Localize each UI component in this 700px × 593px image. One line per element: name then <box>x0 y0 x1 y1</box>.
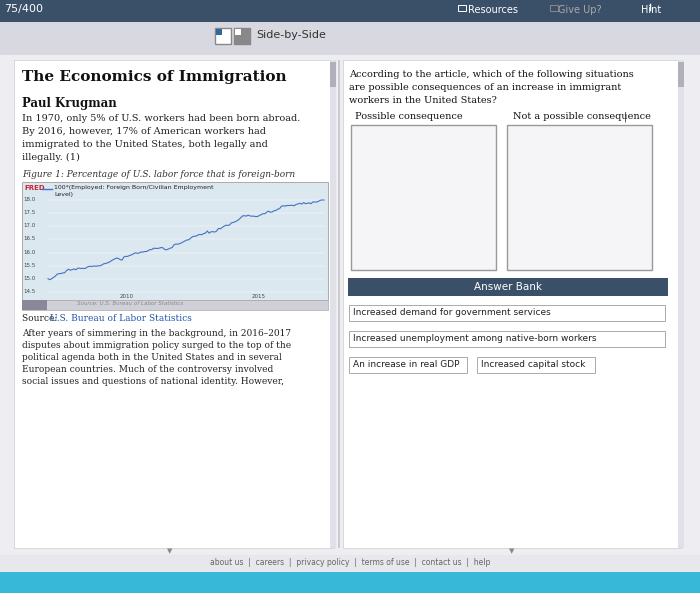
Bar <box>343 60 681 548</box>
Text: 2015: 2015 <box>251 294 265 299</box>
Bar <box>678 62 684 87</box>
Text: After years of simmering in the background, in 2016–2017: After years of simmering in the backgrou… <box>22 329 291 338</box>
Text: Not a possible consequence: Not a possible consequence <box>513 112 651 121</box>
Text: 17.0: 17.0 <box>23 224 35 228</box>
Text: 15.5: 15.5 <box>23 263 35 267</box>
Text: By 2016, however, 17% of American workers had: By 2016, however, 17% of American worker… <box>22 127 266 136</box>
Text: illegally. (1): illegally. (1) <box>22 153 80 162</box>
Bar <box>330 60 336 548</box>
Bar <box>477 357 595 373</box>
Bar <box>216 29 222 35</box>
Text: ▼: ▼ <box>167 548 173 554</box>
Text: Answer Bank: Answer Bank <box>474 282 542 292</box>
Text: ▼: ▼ <box>510 548 514 554</box>
Text: political agenda both in the United States and in several: political agenda both in the United Stat… <box>22 353 281 362</box>
Bar <box>330 62 336 87</box>
Bar <box>22 182 328 300</box>
Bar <box>550 5 558 11</box>
Bar <box>0 0 700 22</box>
Bar <box>14 60 334 548</box>
Bar <box>351 125 496 270</box>
Bar <box>507 125 652 270</box>
Bar <box>0 22 700 55</box>
Bar <box>0 572 700 593</box>
Text: 14.5: 14.5 <box>23 289 35 294</box>
Text: 15.0: 15.0 <box>23 276 35 281</box>
Text: European countries. Much of the controversy involved: European countries. Much of the controve… <box>22 365 273 374</box>
Bar <box>458 5 466 11</box>
Text: Give Up?: Give Up? <box>558 5 601 15</box>
Text: Increased demand for government services: Increased demand for government services <box>353 308 551 317</box>
Bar <box>348 278 668 296</box>
Text: FRED: FRED <box>24 185 45 191</box>
Bar <box>215 28 231 44</box>
Bar <box>349 357 467 373</box>
Text: Possible consequence: Possible consequence <box>355 112 463 121</box>
Text: According to the article, which of the following situations: According to the article, which of the f… <box>349 70 634 79</box>
Text: workers in the United States?: workers in the United States? <box>349 96 497 105</box>
Text: U.S. Bureau of Labor Statistics: U.S. Bureau of Labor Statistics <box>50 314 192 323</box>
Bar <box>678 60 684 548</box>
Text: are possible consequences of an increase in immigrant: are possible consequences of an increase… <box>349 83 622 92</box>
Text: 17.5: 17.5 <box>23 210 35 215</box>
Text: 100*(Employed: Foreign Born/Civilian Employment: 100*(Employed: Foreign Born/Civilian Emp… <box>54 185 214 190</box>
Text: The Economics of Immigration: The Economics of Immigration <box>22 70 286 84</box>
Bar <box>0 555 700 573</box>
Text: Increased capital stock: Increased capital stock <box>481 360 585 369</box>
Text: 16.0: 16.0 <box>23 250 35 254</box>
Bar <box>235 29 241 35</box>
Text: An increase in real GDP: An increase in real GDP <box>353 360 459 369</box>
Text: Source:: Source: <box>22 314 60 323</box>
Text: 18.0: 18.0 <box>23 197 35 202</box>
Bar <box>22 300 47 310</box>
Text: 2010: 2010 <box>120 294 134 299</box>
Text: Level): Level) <box>54 192 73 197</box>
Text: 75/400: 75/400 <box>4 4 43 14</box>
Text: social issues and questions of national identity. However,: social issues and questions of national … <box>22 377 284 386</box>
Text: about us  |  careers  |  privacy policy  |  terms of use  |  contact us  |  help: about us | careers | privacy policy | te… <box>210 558 490 567</box>
Bar <box>338 60 340 548</box>
Text: Paul Krugman: Paul Krugman <box>22 97 117 110</box>
Text: In 1970, only 5% of U.S. workers had been born abroad.: In 1970, only 5% of U.S. workers had bee… <box>22 114 300 123</box>
Text: Increased unemployment among native-born workers: Increased unemployment among native-born… <box>353 334 596 343</box>
Text: Side-by-Side: Side-by-Side <box>256 30 326 40</box>
Text: immigrated to the United States, both legally and: immigrated to the United States, both le… <box>22 140 268 149</box>
Text: 16.5: 16.5 <box>23 237 35 241</box>
Bar <box>234 28 250 44</box>
Bar <box>349 331 665 347</box>
Bar <box>0 555 700 572</box>
Text: Figure 1: Percentage of U.S. labor force that is foreign-born: Figure 1: Percentage of U.S. labor force… <box>22 170 295 179</box>
Text: disputes about immigration policy surged to the top of the: disputes about immigration policy surged… <box>22 341 291 350</box>
Text: |: | <box>624 112 627 123</box>
Bar <box>349 305 665 321</box>
Text: Source: U.S. Bureau of Labor Statistics: Source: U.S. Bureau of Labor Statistics <box>77 301 183 306</box>
Text: Hint: Hint <box>641 5 662 15</box>
Bar <box>22 300 328 310</box>
Text: Resources: Resources <box>468 5 518 15</box>
Bar <box>0 55 700 572</box>
